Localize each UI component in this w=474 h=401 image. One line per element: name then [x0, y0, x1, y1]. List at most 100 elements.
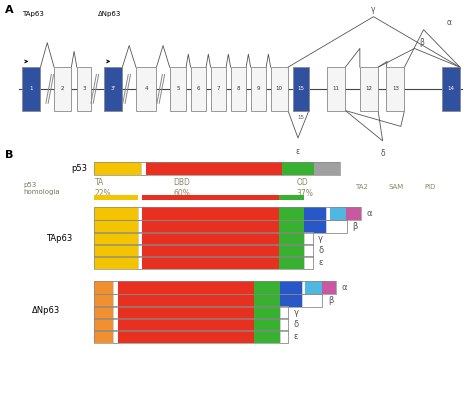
Bar	[94, 294, 113, 307]
Bar	[94, 207, 138, 220]
Bar	[94, 195, 138, 200]
Text: 7: 7	[217, 86, 220, 91]
Bar	[279, 256, 304, 269]
Bar	[271, 67, 288, 111]
Bar	[280, 294, 302, 307]
Bar	[94, 282, 113, 294]
Bar	[54, 67, 72, 111]
Text: 15: 15	[297, 86, 304, 91]
Text: B: B	[5, 150, 13, 160]
Bar	[346, 207, 361, 220]
Bar	[118, 294, 254, 307]
Bar	[254, 282, 280, 294]
Text: 11: 11	[333, 86, 340, 91]
Bar	[113, 330, 118, 343]
Text: 3: 3	[82, 86, 86, 91]
Bar	[104, 67, 122, 111]
Bar	[138, 220, 142, 233]
Bar	[251, 67, 266, 111]
Bar	[118, 318, 254, 331]
Bar	[302, 282, 305, 294]
Text: 9: 9	[256, 86, 260, 91]
Bar	[94, 162, 141, 175]
Bar	[304, 256, 313, 269]
Bar	[146, 162, 282, 175]
Bar	[138, 207, 142, 220]
Text: 14: 14	[447, 86, 455, 91]
Bar	[327, 67, 345, 111]
Text: TAp63: TAp63	[46, 234, 72, 243]
Bar	[304, 220, 327, 233]
Text: 5: 5	[176, 86, 180, 91]
Bar	[94, 162, 340, 175]
Text: α: α	[366, 209, 372, 218]
Bar	[254, 306, 280, 319]
Bar	[118, 330, 254, 343]
Bar	[442, 67, 460, 111]
Bar	[22, 67, 40, 111]
Text: β: β	[352, 222, 358, 231]
Text: 10: 10	[276, 86, 283, 91]
Bar	[322, 282, 336, 294]
Bar	[279, 244, 304, 257]
Text: 8: 8	[237, 86, 240, 91]
Bar	[94, 294, 322, 307]
Text: TA
22%: TA 22%	[95, 178, 111, 198]
Text: ΔNp63: ΔNp63	[32, 306, 61, 315]
Bar	[360, 67, 378, 111]
Bar	[280, 330, 288, 343]
Bar	[94, 318, 113, 331]
Bar	[113, 282, 118, 294]
Bar	[254, 318, 280, 331]
Bar	[94, 232, 313, 245]
Bar	[113, 294, 118, 307]
Text: 4: 4	[145, 86, 148, 91]
Bar	[138, 244, 142, 257]
Bar	[118, 306, 254, 319]
Bar	[279, 232, 304, 245]
Bar	[280, 306, 288, 319]
Text: ε: ε	[318, 258, 323, 267]
Bar	[304, 207, 327, 220]
Text: TAp63: TAp63	[22, 11, 44, 17]
Bar	[304, 244, 313, 257]
Bar	[94, 207, 361, 220]
Bar	[77, 67, 91, 111]
Bar	[94, 318, 288, 331]
Bar	[94, 244, 313, 257]
Bar	[327, 220, 347, 233]
Bar	[141, 162, 146, 175]
Text: OD
37%: OD 37%	[296, 178, 313, 198]
Text: γ: γ	[371, 5, 376, 14]
Bar	[305, 282, 322, 294]
Bar	[94, 330, 113, 343]
Text: 12: 12	[365, 86, 373, 91]
Text: 13: 13	[392, 86, 399, 91]
Bar	[94, 220, 138, 233]
Text: PID: PID	[424, 184, 436, 190]
Text: γ: γ	[318, 234, 323, 243]
Bar	[279, 220, 304, 233]
Bar	[94, 232, 138, 245]
Bar	[94, 282, 336, 294]
Text: β: β	[419, 38, 424, 47]
Bar	[142, 244, 279, 257]
Text: 6: 6	[197, 86, 200, 91]
Text: A: A	[5, 5, 14, 15]
Text: δ: δ	[380, 150, 385, 158]
Bar	[282, 162, 314, 175]
Bar	[94, 306, 113, 319]
Bar	[94, 220, 347, 233]
Text: δ: δ	[294, 320, 299, 329]
Text: ε: ε	[296, 147, 300, 156]
Text: α: α	[447, 18, 451, 27]
Bar	[279, 207, 304, 220]
Text: 3': 3'	[111, 86, 116, 91]
Bar	[113, 306, 118, 319]
Bar	[254, 294, 280, 307]
Text: TA2: TA2	[356, 184, 368, 190]
Bar	[94, 256, 313, 269]
Text: 15: 15	[297, 115, 304, 120]
Bar	[314, 162, 340, 175]
Bar	[170, 67, 186, 111]
